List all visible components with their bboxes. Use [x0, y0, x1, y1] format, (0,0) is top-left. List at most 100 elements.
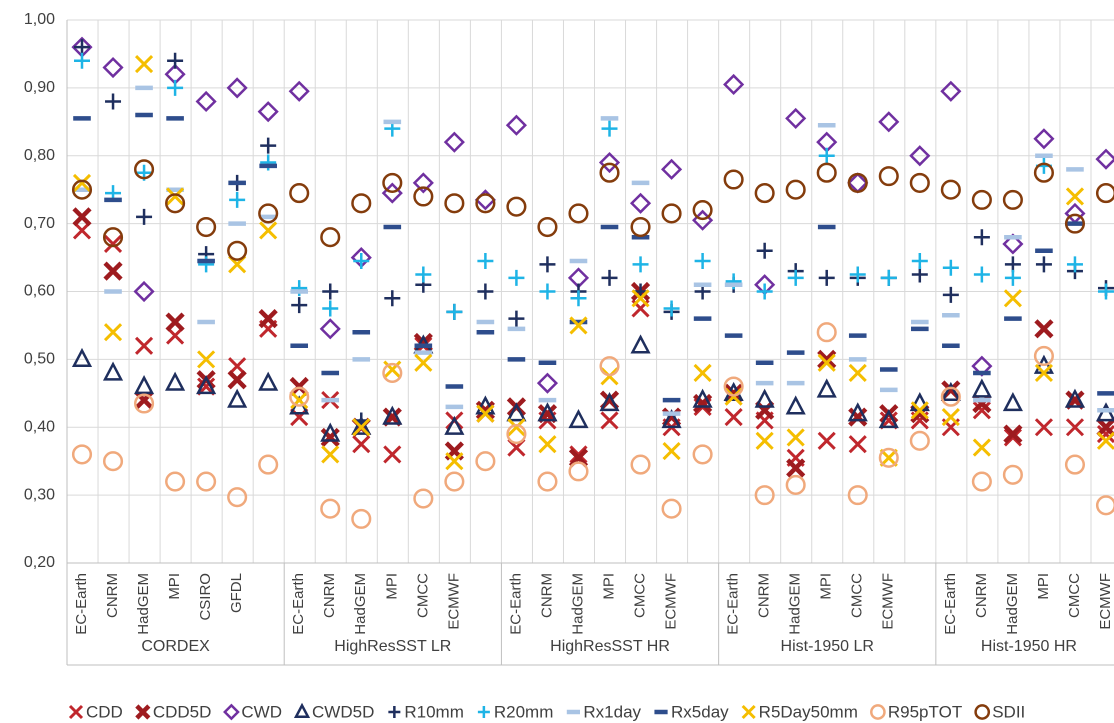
- marker-plus: [942, 286, 959, 303]
- x-tick-label: CNRM: [538, 573, 555, 618]
- marker-plus: [1004, 269, 1021, 286]
- marker-x: [848, 407, 868, 427]
- y-tick-label: 0,80: [24, 147, 55, 164]
- marker-circle: [382, 172, 403, 193]
- marker-circle: [102, 227, 124, 248]
- marker-circle: [878, 447, 899, 468]
- marker-x: [741, 704, 756, 720]
- marker-plus: [74, 52, 90, 69]
- marker-circle: [196, 471, 217, 492]
- marker-x: [786, 458, 806, 478]
- x-tick-label: MPI: [818, 573, 835, 600]
- legend-label: R5Day50mm: [759, 702, 858, 721]
- x-tick-label: CMCC: [1066, 573, 1083, 618]
- marker-x: [445, 452, 464, 471]
- marker-circle: [909, 430, 930, 451]
- marker-diamond: [319, 318, 341, 340]
- marker-circle: [754, 183, 775, 204]
- marker-circle: [878, 166, 899, 187]
- marker-triangle: [661, 408, 682, 429]
- marker-x: [1096, 431, 1114, 450]
- x-tick-label: GFDL: [228, 573, 245, 613]
- marker-circle: [754, 485, 775, 506]
- marker-diamond: [412, 172, 434, 194]
- marker-diamond: [133, 280, 155, 303]
- marker-x: [631, 289, 650, 308]
- marker-plus: [539, 256, 556, 273]
- marker-circle: [1002, 464, 1023, 485]
- marker-plus: [1097, 283, 1114, 300]
- marker-triangle: [940, 381, 961, 401]
- marker-triangle: [568, 408, 589, 429]
- marker-circle: [227, 240, 248, 261]
- marker-diamond: [598, 151, 621, 174]
- marker-plus: [260, 137, 277, 154]
- marker-plus: [601, 269, 618, 286]
- marker-triangle: [537, 402, 558, 422]
- marker-x: [693, 393, 713, 414]
- marker-diamond: [288, 80, 310, 102]
- marker-diamond: [443, 131, 465, 153]
- x-tick-label: CNRM: [756, 573, 773, 618]
- marker-circle: [940, 179, 961, 200]
- marker-circle: [227, 487, 248, 508]
- marker-x: [786, 428, 805, 447]
- marker-triangle: [444, 415, 465, 435]
- marker-x: [134, 336, 154, 355]
- marker-triangle: [227, 388, 248, 408]
- marker-circle: [71, 444, 93, 465]
- marker-x: [1096, 424, 1114, 444]
- x-tick-label: CMCC: [632, 573, 649, 618]
- legend-label: Rx1day: [583, 702, 641, 721]
- marker-x: [910, 404, 930, 424]
- marker-x: [320, 427, 340, 448]
- marker-x: [103, 323, 123, 342]
- group-label: HighResSST HR: [550, 638, 670, 655]
- y-tick-label: 0,20: [24, 554, 55, 571]
- marker-circle: [599, 356, 620, 377]
- marker-x: [72, 207, 92, 227]
- marker-triangle: [351, 415, 372, 435]
- marker-circle: [506, 196, 527, 217]
- marker-diamond: [1002, 233, 1024, 255]
- marker-plus: [477, 706, 490, 718]
- y-tick-label: 0,70: [24, 215, 55, 232]
- marker-circle: [870, 704, 886, 720]
- marker-circle: [971, 471, 992, 492]
- marker-circle: [974, 704, 991, 720]
- y-tick-label: 0,30: [24, 486, 55, 503]
- marker-circle: [134, 159, 155, 180]
- marker-circle: [630, 216, 651, 238]
- marker-circle: [71, 179, 93, 200]
- x-tick-label: ECMWF: [663, 573, 680, 630]
- marker-diamond: [909, 145, 931, 167]
- x-tick-label: EC-Earth: [73, 573, 90, 635]
- marker-plus: [849, 266, 866, 283]
- marker-triangle: [71, 347, 93, 368]
- marker-triangle: [1064, 388, 1086, 408]
- marker-x: [848, 435, 867, 454]
- marker-plus: [136, 208, 153, 225]
- legend-item: Rx1day: [566, 702, 642, 721]
- marker-circle: [847, 485, 868, 506]
- x-tick-label: EC-Earth: [942, 573, 959, 635]
- marker-circle: [1033, 345, 1054, 367]
- marker-circle: [413, 488, 434, 509]
- marker-circle: [692, 200, 713, 221]
- marker-diamond: [1064, 202, 1086, 225]
- legend-item: R10mm: [388, 702, 464, 721]
- marker-plus: [663, 300, 680, 317]
- marker-circle: [723, 376, 744, 397]
- legend-item: R95pTOT: [870, 702, 962, 721]
- marker-x: [1003, 424, 1023, 444]
- legend-item: CWD5D: [293, 702, 374, 721]
- x-tick-label: HadGEM: [569, 573, 586, 635]
- x-tick-label: MPI: [166, 573, 183, 600]
- marker-x: [1034, 418, 1053, 437]
- marker-circle: [816, 162, 837, 183]
- marker-plus: [787, 269, 804, 286]
- marker-triangle: [599, 392, 620, 412]
- y-tick-label: 1,00: [24, 11, 55, 28]
- marker-plus: [694, 252, 711, 269]
- x-tick-label: HadGEM: [1004, 573, 1021, 635]
